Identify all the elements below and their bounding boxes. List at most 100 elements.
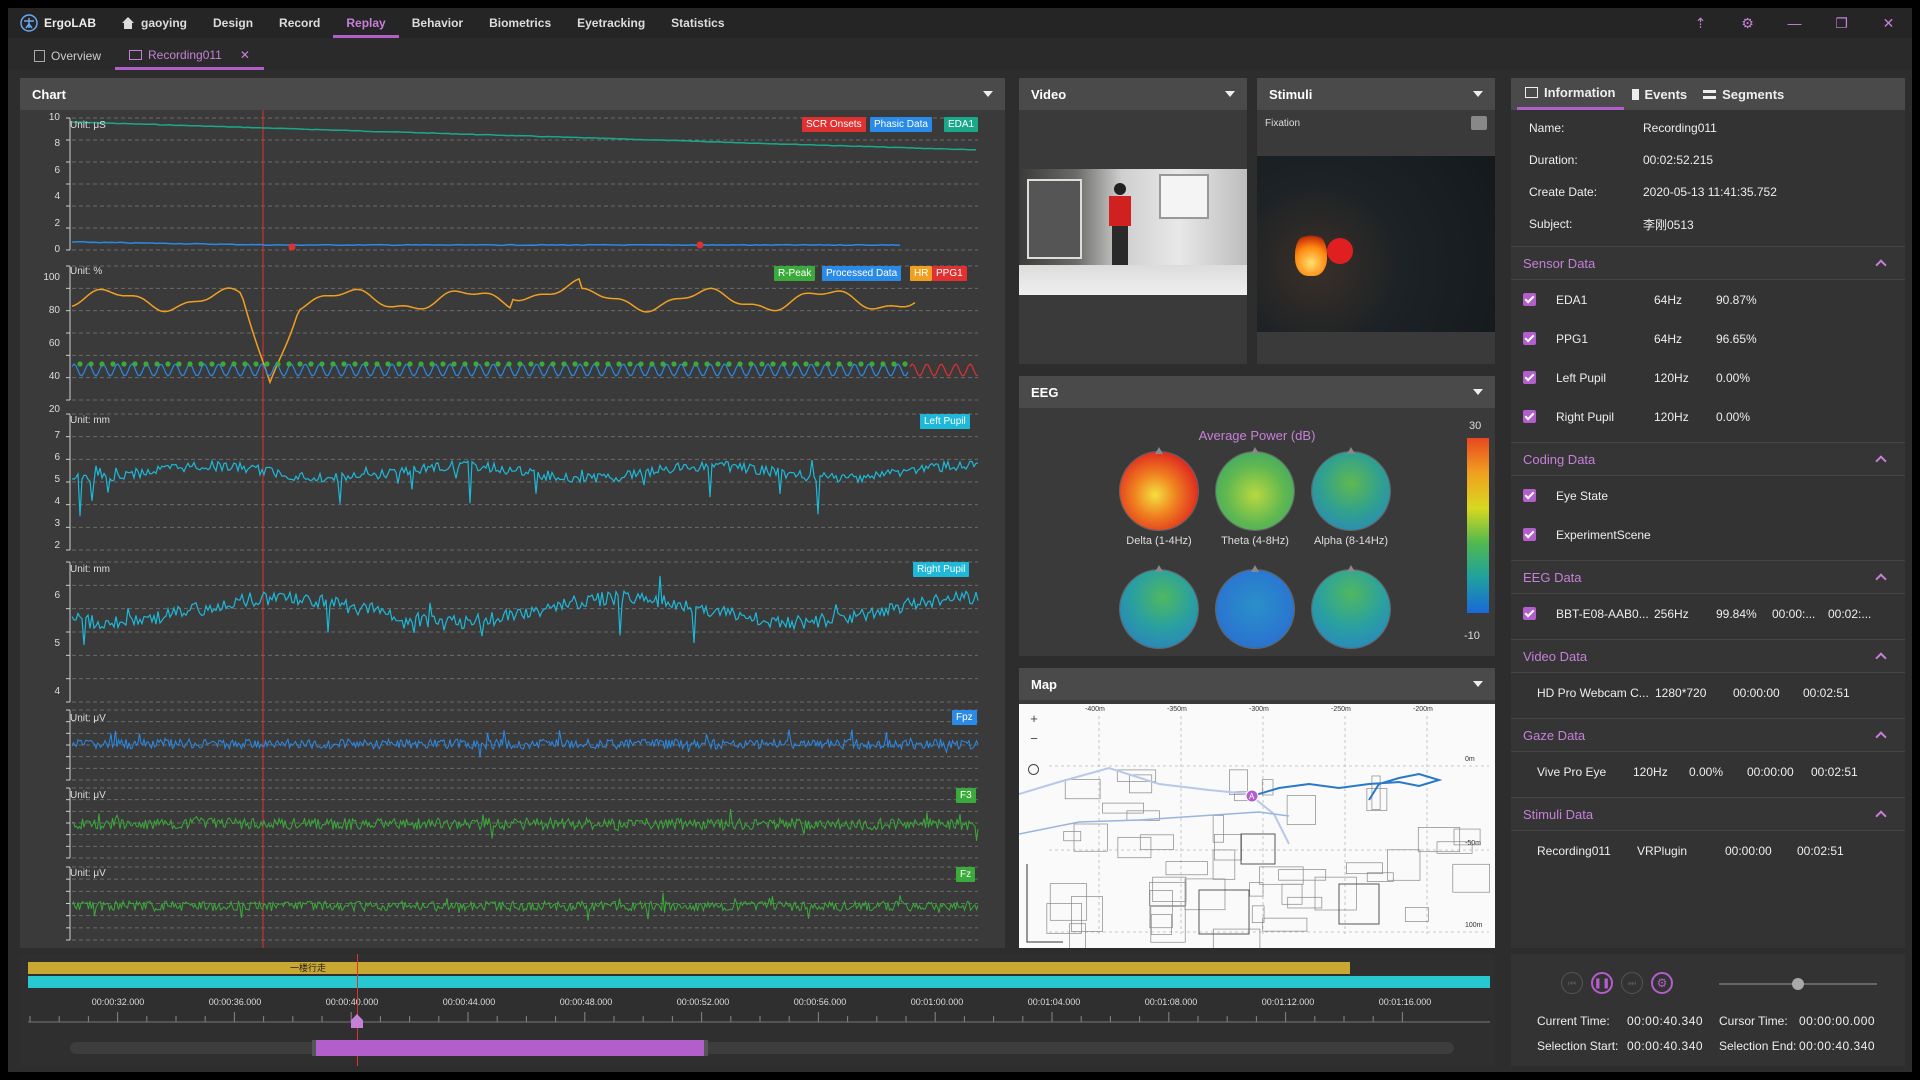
- r-peak-point: [242, 361, 248, 367]
- chevron-down-icon[interactable]: [1473, 91, 1483, 97]
- tag-ppg1[interactable]: PPG1: [932, 266, 967, 281]
- menu-replay[interactable]: Replay: [333, 8, 399, 38]
- tag-r-peak[interactable]: R-Peak: [774, 266, 816, 281]
- tag-phasic-data[interactable]: Phasic Data: [870, 117, 932, 132]
- coding-segment-bar[interactable]: [28, 962, 1350, 974]
- stimuli-frame[interactable]: [1257, 156, 1495, 332]
- r-peak-point: [517, 361, 523, 367]
- gaze-data-header[interactable]: Gaze Data: [1511, 718, 1905, 752]
- tag-eda1[interactable]: EDA1: [944, 117, 979, 132]
- range-scrollbar-track[interactable]: [70, 1042, 1454, 1054]
- sensor-name: Right Pupil: [1556, 409, 1615, 424]
- menu-record[interactable]: Record: [279, 16, 321, 30]
- close-icon[interactable]: ✕: [1882, 14, 1895, 31]
- tab-segments-label: Segments: [1722, 86, 1785, 102]
- locate-icon[interactable]: [1028, 764, 1039, 775]
- map-canvas[interactable]: A + − -400m -350m -300m -250m -200m 0m -50m 100…: [1019, 704, 1495, 948]
- info-value: 2020-05-13 11:41:35.752: [1643, 185, 1777, 199]
- tag-processed-data[interactable]: Processed Data: [822, 266, 902, 281]
- playback-settings-icon[interactable]: ⚙: [1651, 972, 1673, 994]
- chart-area[interactable]: Unit: μS SCR Onsets Phasic Data EDA1 Uni…: [20, 110, 1005, 948]
- pause-button[interactable]: ❚❚: [1591, 972, 1613, 994]
- ergolab-logo-icon: [20, 14, 38, 32]
- chevron-up-icon[interactable]: [1875, 810, 1887, 822]
- floorplan-room: [1436, 841, 1473, 854]
- r-peak-point: [308, 361, 314, 367]
- tab-events[interactable]: Events: [1624, 78, 1696, 110]
- info-subject-row: Subject: 李刚0513: [1511, 208, 1905, 240]
- chevron-up-icon[interactable]: [1875, 652, 1887, 664]
- checkbox[interactable]: [1523, 528, 1536, 541]
- checkbox[interactable]: [1523, 410, 1536, 423]
- hr-line: [71, 277, 916, 385]
- skip-forward-icon[interactable]: ⏭: [1621, 972, 1643, 994]
- phasic-data-line: [71, 240, 901, 247]
- chevron-up-icon[interactable]: [1875, 731, 1887, 743]
- fixation-label: Fixation: [1265, 118, 1301, 129]
- chevron-down-icon[interactable]: [983, 91, 993, 97]
- upload-icon[interactable]: ⇡: [1694, 14, 1707, 31]
- eeg-data-header[interactable]: EEG Data: [1511, 560, 1905, 594]
- chevron-up-icon[interactable]: [1875, 259, 1887, 271]
- tag-scr-onsets[interactable]: SCR Onsets: [802, 117, 866, 132]
- chevron-down-icon[interactable]: [1473, 389, 1483, 395]
- timeline-tick-label: 00:01:00.000: [910, 997, 964, 1007]
- range-scrollbar-thumb[interactable]: [312, 1040, 708, 1056]
- gear-icon[interactable]: ⚙: [1741, 14, 1754, 31]
- checkbox[interactable]: [1523, 607, 1536, 620]
- sensor-data-header[interactable]: Sensor Data: [1511, 246, 1905, 280]
- chart-panel-title: Chart: [32, 86, 66, 102]
- coding-data-section: Coding Data Eye State ExperimentScene: [1511, 442, 1905, 554]
- chevron-up-icon[interactable]: [1875, 573, 1887, 585]
- r-peak-point: [319, 361, 325, 367]
- skip-back-icon[interactable]: ⏮: [1561, 972, 1583, 994]
- tab-information[interactable]: Information: [1517, 78, 1624, 110]
- y-tick-label: 4: [54, 191, 60, 203]
- stimuli-data-header[interactable]: Stimuli Data: [1511, 797, 1905, 831]
- checkbox[interactable]: [1523, 332, 1536, 345]
- sensor-row: Left Pupil 120Hz 0.00%: [1511, 358, 1905, 397]
- tag-f3[interactable]: F3: [956, 788, 976, 803]
- tag-right-pupil[interactable]: Right Pupil: [913, 562, 970, 577]
- checkbox[interactable]: [1523, 371, 1536, 384]
- tab-overview[interactable]: Overview: [20, 42, 115, 70]
- menu-biometrics[interactable]: Biometrics: [489, 16, 552, 30]
- video-data-header[interactable]: Video Data: [1511, 639, 1905, 673]
- signal-chart[interactable]: [20, 110, 1005, 948]
- menu-behavior[interactable]: Behavior: [411, 16, 464, 30]
- volume-slider[interactable]: [1719, 978, 1877, 990]
- ppg-unit-label: Unit: %: [70, 266, 103, 277]
- floorplan-room: [1046, 903, 1082, 934]
- tab-segments[interactable]: Segments: [1695, 78, 1792, 110]
- stimuli-data-title: Stimuli Data: [1523, 806, 1594, 822]
- checkbox[interactable]: [1523, 489, 1536, 502]
- chevron-down-icon[interactable]: [1473, 681, 1483, 687]
- gaze-fixation-dot: [1327, 238, 1353, 264]
- screenshot-icon[interactable]: [1471, 116, 1487, 130]
- checkbox[interactable]: [1523, 293, 1536, 306]
- tag-fpz[interactable]: Fpz: [952, 710, 977, 725]
- menu-statistics[interactable]: Statistics: [671, 16, 725, 30]
- coding-data-header[interactable]: Coding Data: [1511, 442, 1905, 476]
- menu-design[interactable]: Design: [213, 16, 254, 30]
- stimuli-plugin: VRPlugin: [1637, 843, 1688, 858]
- floorplan-map[interactable]: A: [1019, 704, 1495, 948]
- tag-fz[interactable]: Fz: [956, 867, 976, 882]
- video-frame[interactable]: [1019, 169, 1247, 295]
- y-tick-label: 2: [54, 540, 60, 551]
- zoom-in-button[interactable]: +: [1030, 711, 1038, 726]
- zoom-out-button[interactable]: −: [1030, 731, 1038, 746]
- recording-range-bar[interactable]: [28, 976, 1490, 988]
- chevron-down-icon[interactable]: [1225, 91, 1235, 97]
- tag-hr[interactable]: HR: [910, 266, 933, 281]
- menu-eyetracking[interactable]: Eyetracking: [577, 16, 646, 30]
- menu-home[interactable]: gaoying: [108, 8, 200, 38]
- minimize-icon[interactable]: —: [1787, 15, 1802, 31]
- tag-left-pupil[interactable]: Left Pupil: [920, 414, 970, 429]
- restore-icon[interactable]: ❐: [1835, 14, 1848, 31]
- playhead-handle[interactable]: [351, 1014, 363, 1028]
- chevron-up-icon[interactable]: [1875, 455, 1887, 467]
- tab-close-icon[interactable]: ✕: [239, 47, 250, 62]
- volume-slider-knob[interactable]: [1792, 978, 1804, 990]
- tab-recording011[interactable]: Recording011 ✕: [115, 42, 264, 70]
